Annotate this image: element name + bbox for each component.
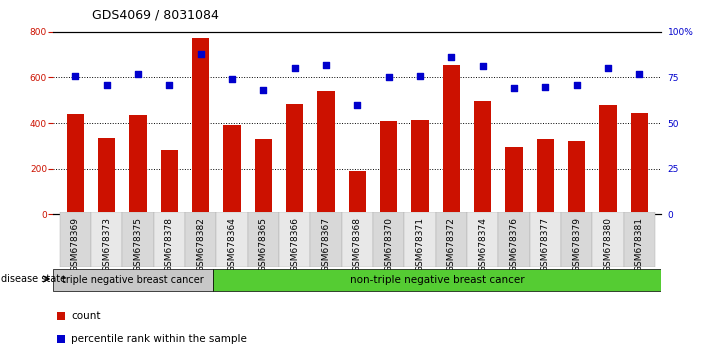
Bar [279, 212, 310, 267]
Bar [348, 171, 366, 214]
Bar [405, 212, 436, 267]
Bar [380, 121, 397, 214]
Text: GSM678372: GSM678372 [447, 217, 456, 272]
Bar [129, 115, 146, 214]
Bar [60, 212, 91, 267]
Bar [443, 65, 460, 214]
Point [101, 82, 112, 87]
Bar [255, 139, 272, 214]
Point [351, 102, 363, 108]
Bar [247, 212, 279, 267]
Bar [223, 125, 240, 214]
Bar [599, 105, 616, 214]
Point [415, 73, 426, 79]
Bar [286, 104, 303, 214]
Bar [530, 212, 561, 267]
Point [289, 65, 300, 71]
Text: count: count [71, 311, 100, 321]
Bar [57, 335, 65, 343]
Text: disease state: disease state [1, 274, 66, 284]
Bar [185, 212, 216, 267]
Bar [498, 212, 530, 267]
Text: GSM678381: GSM678381 [635, 217, 643, 272]
Point [383, 75, 395, 80]
Point [164, 82, 175, 87]
Bar [192, 38, 209, 214]
Bar [474, 101, 491, 214]
Text: GDS4069 / 8031084: GDS4069 / 8031084 [92, 9, 219, 22]
Bar [624, 212, 655, 267]
Point [477, 64, 488, 69]
Text: GSM678382: GSM678382 [196, 217, 205, 272]
Bar [436, 212, 467, 267]
Text: GSM678379: GSM678379 [572, 217, 581, 272]
Bar [98, 138, 115, 214]
Bar [53, 268, 213, 291]
Text: GSM678364: GSM678364 [228, 217, 237, 272]
Text: GSM678366: GSM678366 [290, 217, 299, 272]
Bar [568, 141, 585, 214]
Point [508, 86, 520, 91]
Point [634, 71, 645, 76]
Point [132, 71, 144, 76]
Bar [412, 120, 429, 214]
Point [571, 82, 582, 87]
Point [320, 62, 331, 68]
Bar [122, 212, 154, 267]
Point [446, 55, 457, 60]
Text: GSM678371: GSM678371 [415, 217, 424, 272]
Text: GSM678365: GSM678365 [259, 217, 268, 272]
Text: GSM678380: GSM678380 [604, 217, 612, 272]
Text: GSM678370: GSM678370 [384, 217, 393, 272]
Point [70, 73, 81, 79]
Bar [373, 212, 405, 267]
Bar [341, 212, 373, 267]
Bar [317, 91, 335, 214]
Text: GSM678369: GSM678369 [71, 217, 80, 272]
Point [602, 65, 614, 71]
Text: GSM678367: GSM678367 [321, 217, 331, 272]
Bar [467, 212, 498, 267]
Text: GSM678377: GSM678377 [541, 217, 550, 272]
Bar [216, 212, 247, 267]
Text: GSM678375: GSM678375 [134, 217, 142, 272]
Text: GSM678376: GSM678376 [510, 217, 518, 272]
Bar [213, 268, 661, 291]
Point [226, 76, 237, 82]
Text: percentile rank within the sample: percentile rank within the sample [71, 334, 247, 344]
Text: triple negative breast cancer: triple negative breast cancer [63, 275, 204, 285]
Text: non-triple negative breast cancer: non-triple negative breast cancer [350, 275, 525, 285]
Bar [310, 212, 341, 267]
Bar [161, 150, 178, 214]
Bar [631, 113, 648, 214]
Point [540, 84, 551, 89]
Point [257, 87, 269, 93]
Bar [537, 139, 554, 214]
Point [195, 51, 206, 57]
Text: GSM678368: GSM678368 [353, 217, 362, 272]
Bar [506, 147, 523, 214]
Bar [57, 312, 65, 320]
Bar [561, 212, 592, 267]
Bar [154, 212, 185, 267]
Bar [592, 212, 624, 267]
Text: GSM678374: GSM678374 [478, 217, 487, 272]
Bar [91, 212, 122, 267]
Bar [67, 114, 84, 214]
Text: GSM678373: GSM678373 [102, 217, 111, 272]
Text: GSM678378: GSM678378 [165, 217, 173, 272]
